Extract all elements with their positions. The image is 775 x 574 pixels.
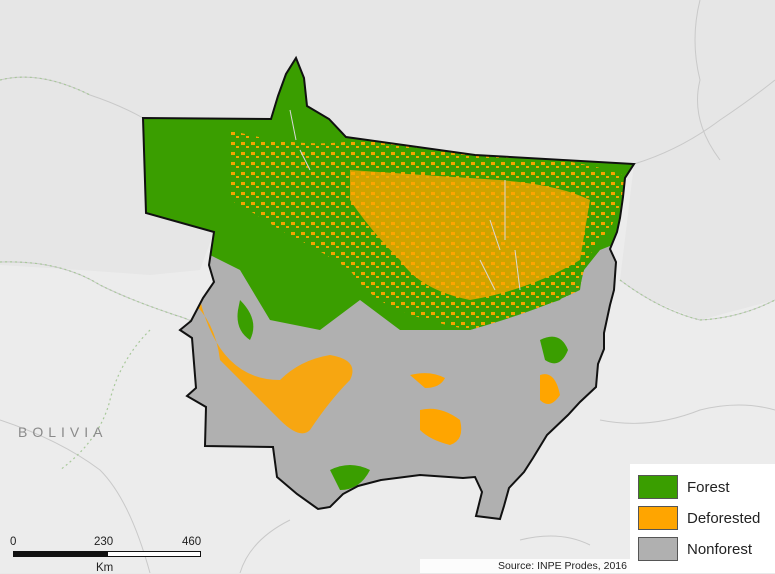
legend-label-nonforest: Nonforest — [687, 540, 753, 558]
country-label: BOLIVIA — [18, 424, 108, 440]
neighbor-region-shading — [0, 0, 775, 320]
legend-item-deforested: Deforested — [638, 505, 760, 531]
scale-tick-1: 230 — [94, 536, 114, 548]
deforested-southwest — [190, 300, 353, 434]
state-outline — [141, 55, 636, 521]
legend-label-deforested: Deforested — [687, 509, 761, 527]
source-credit: Source: INPE Prodes, 2016 — [420, 559, 630, 573]
international-boundary — [0, 76, 775, 471]
forest-fragment-1 — [540, 336, 568, 364]
legend-swatch-deforested — [638, 506, 678, 530]
legend: Forest Deforested Nonforest — [630, 464, 775, 573]
forest-fragment-3 — [237, 300, 254, 340]
legend-swatch-nonforest — [638, 537, 678, 561]
scale-bar-white-segment — [107, 551, 201, 557]
scale-bar: 0 230 460 Km — [8, 536, 218, 574]
forest-fragment-2 — [330, 465, 370, 490]
legend-label-forest: Forest — [687, 478, 730, 496]
deforested-core — [350, 170, 590, 300]
scale-tick-0: 0 — [10, 536, 17, 548]
legend-swatch-forest — [638, 475, 678, 499]
deforested-patch-1 — [420, 408, 462, 445]
deforested-patch-2 — [410, 373, 445, 388]
legend-item-forest: Forest — [638, 474, 730, 500]
scale-tick-2: 460 — [182, 536, 202, 548]
scale-bar-black-segment — [13, 551, 107, 557]
scale-unit: Km — [96, 562, 114, 574]
legend-item-nonforest: Nonforest — [638, 536, 752, 562]
deforested-patch-3 — [540, 374, 560, 404]
